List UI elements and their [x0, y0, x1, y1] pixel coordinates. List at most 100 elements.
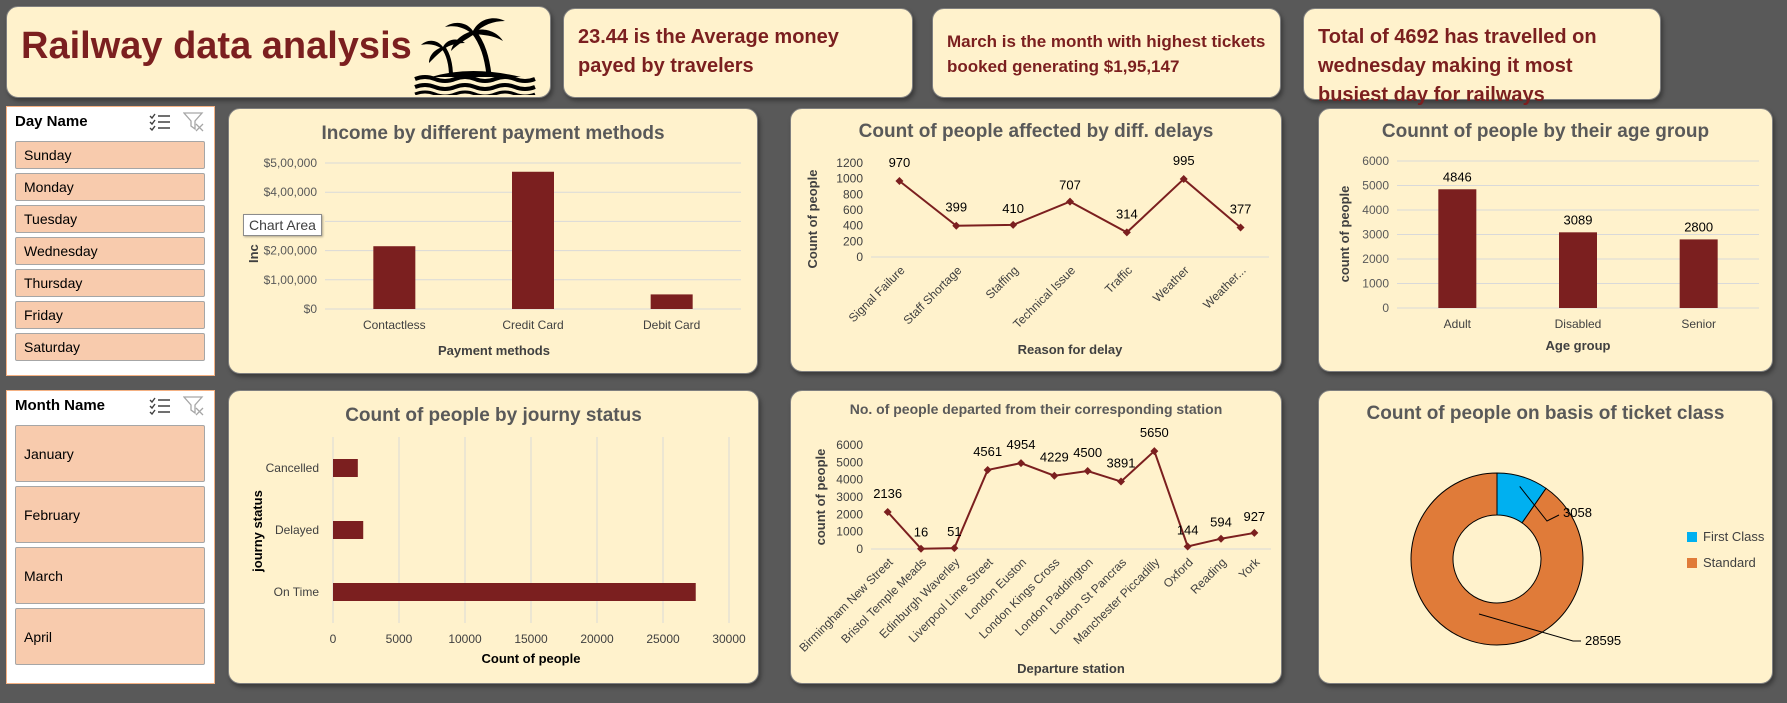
day-slicer-title: Day Name — [15, 113, 88, 130]
y-axis-title: Inc — [246, 244, 261, 263]
y-tick-label: 4000 — [836, 473, 863, 487]
clear-filter-icon[interactable] — [183, 112, 205, 132]
payment-chart-card[interactable]: Income by different payment methods $0 $1… — [228, 108, 758, 374]
multi-select-icon[interactable] — [149, 113, 171, 131]
kpi-busiest-day-text: Total of 4692 has travelled on wednesday… — [1318, 26, 1597, 106]
y-tick-label: 2000 — [836, 507, 863, 521]
x-axis-title: Payment methods — [438, 343, 550, 358]
data-point — [1250, 528, 1259, 537]
data-label: 410 — [1002, 201, 1024, 216]
series-line — [886, 449, 1255, 550]
kpi-average-money: 23.44 is the Average money payed by trav… — [563, 8, 913, 98]
y-tick-label: $1,00,000 — [264, 273, 318, 287]
x-tick-label: Adult — [1444, 317, 1472, 331]
kpi-busiest-day: Total of 4692 has travelled on wednesday… — [1303, 8, 1661, 106]
data-point — [1117, 477, 1125, 486]
ticket-chart[interactable]: 3058 28595 First Class Standard — [1319, 391, 1774, 685]
y-tick-label: 800 — [843, 187, 863, 201]
y-axis-title: count of people — [1337, 186, 1352, 283]
journey-chart-card[interactable]: Count of people by journy status 0 5000 10… — [228, 390, 759, 684]
data-label: 28595 — [1585, 633, 1621, 648]
legend-label: Standard — [1703, 555, 1756, 570]
data-point — [1050, 471, 1059, 480]
data-label: 16 — [914, 525, 928, 540]
month-slicer-title: Month Name — [15, 397, 105, 414]
slicer-item-monday[interactable]: Monday — [15, 173, 205, 201]
data-point — [1009, 220, 1018, 229]
x-tick-label: Staffing — [983, 263, 1022, 302]
slicer-item-wednesday[interactable]: Wednesday — [15, 237, 205, 265]
y-tick-label: 3000 — [836, 490, 863, 504]
departure-chart-card[interactable]: No. of people departed from their corres… — [790, 390, 1282, 684]
slicer-item-march[interactable]: March — [15, 547, 205, 604]
delays-chart-title: Count of people affected by diff. delays — [858, 121, 1214, 142]
data-point — [883, 507, 892, 516]
payment-chart[interactable]: $0$1,00,000$2,00,000$3,00,000$4,00,000$5… — [229, 109, 759, 375]
bar-on-time — [333, 583, 696, 601]
x-tick-label: 30000 — [712, 632, 746, 646]
bar-credit-card — [512, 171, 554, 309]
data-point — [1217, 534, 1225, 543]
y-tick-label: On Time — [274, 585, 320, 599]
y-tick-label: 400 — [843, 219, 863, 233]
bar-adult — [1438, 189, 1477, 308]
x-tick-label: 5000 — [386, 632, 413, 646]
y-tick-label: 1000 — [1362, 277, 1389, 291]
y-tick-label: $5,00,000 — [264, 156, 318, 170]
x-tick-label: Contactless — [363, 318, 426, 332]
ticket-chart-card[interactable]: Count of people on basis of ticket class… — [1318, 390, 1773, 684]
age-chart[interactable]: 0 1000 2000 3000 4000 5000 6000 Adult 4846 Disabl… — [1319, 109, 1774, 373]
bar-debit-card — [650, 294, 693, 309]
clear-filter-icon[interactable] — [183, 396, 205, 416]
chart-area-tooltip: Chart Area — [243, 214, 322, 236]
y-tick-label: Delayed — [275, 523, 319, 537]
y-axis-title: Count of people — [805, 170, 820, 269]
slicer-item-february[interactable]: February — [15, 486, 205, 543]
slicer-item-saturday[interactable]: Saturday — [15, 333, 205, 361]
delays-chart-card[interactable]: Count of people affected by diff. delays… — [790, 108, 1282, 372]
x-tick-label: Staff Shortage — [900, 263, 964, 327]
y-tick-label: 600 — [843, 203, 863, 217]
data-point — [952, 221, 961, 230]
slicer-item-january[interactable]: January — [15, 425, 205, 482]
data-label: 707 — [1059, 178, 1081, 193]
data-point — [983, 465, 992, 474]
data-label: 4846 — [1443, 169, 1472, 184]
data-label: 927 — [1243, 509, 1265, 524]
slicer-item-sunday[interactable]: Sunday — [15, 141, 205, 169]
bar-cancelled — [333, 459, 358, 477]
data-label: 3058 — [1563, 505, 1592, 520]
bar-delayed — [333, 521, 364, 539]
y-axis-title: journy status — [250, 490, 265, 573]
kpi-average-money-text: 23.44 is the Average money payed by trav… — [578, 26, 839, 77]
page-title: Railway data analysis — [21, 25, 412, 67]
y-tick-label: 1000 — [836, 172, 863, 186]
data-label: 4561 — [973, 444, 1002, 459]
y-tick-label: $2,00,000 — [264, 244, 318, 258]
slice-standard — [1410, 472, 1584, 646]
departure-chart[interactable]: 01000200030004000500060002136Birmingham … — [791, 391, 1283, 685]
slicer-item-thursday[interactable]: Thursday — [15, 269, 205, 297]
data-point — [1017, 459, 1025, 468]
data-label: 2136 — [873, 486, 902, 501]
data-point — [917, 544, 925, 553]
x-tick-label: Traffic — [1102, 263, 1135, 296]
data-label: 314 — [1116, 206, 1138, 221]
x-tick-label: Credit Card — [502, 318, 563, 332]
data-point — [1150, 447, 1159, 456]
palm-island-icon — [414, 18, 536, 95]
x-tick-label: Senior — [1681, 317, 1716, 331]
slicer-item-friday[interactable]: Friday — [15, 301, 205, 329]
leader-line — [1519, 486, 1560, 522]
kpi-top-month: March is the month with highest tickets … — [932, 8, 1281, 98]
slicer-item-april[interactable]: April — [15, 608, 205, 665]
multi-select-icon[interactable] — [149, 397, 171, 415]
y-tick-label: 0 — [856, 542, 863, 556]
data-point — [1179, 175, 1188, 184]
data-label: 144 — [1177, 523, 1199, 538]
data-label: 995 — [1173, 153, 1195, 168]
journey-chart[interactable]: 0 5000 10000 15000 20000 25000 30000 Cancelled D… — [229, 391, 760, 685]
age-chart-card[interactable]: Counnt of people by their age group 0 100… — [1318, 108, 1773, 372]
slicer-item-tuesday[interactable]: Tuesday — [15, 205, 205, 233]
